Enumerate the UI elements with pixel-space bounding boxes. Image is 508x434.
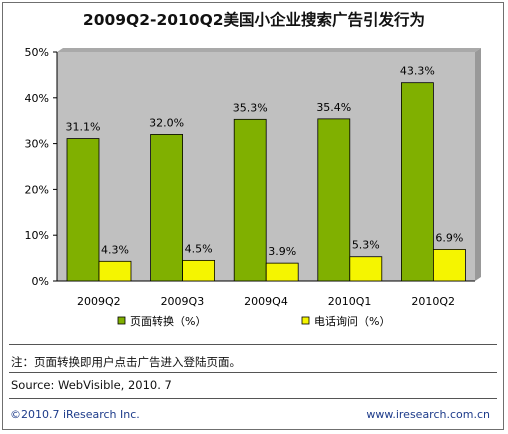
plot-side-edge <box>475 48 481 281</box>
y-tick-label: 40% <box>25 92 49 105</box>
bar-phone-inquiry <box>349 256 383 282</box>
data-label: 35.3% <box>233 101 268 114</box>
data-label: 4.3% <box>101 243 129 256</box>
data-label: 31.1% <box>66 121 101 134</box>
copyright: ©2010.7 iResearch Inc. <box>10 408 140 421</box>
bar-phone-inquiry <box>182 259 216 282</box>
divider-middle <box>9 372 497 373</box>
bar-phone-inquiry <box>432 248 466 282</box>
data-label: 5.3% <box>352 239 380 252</box>
footnote: 注：页面转换即用户点击广告进入登陆页面。 <box>11 355 241 369</box>
y-tick-label: 0% <box>32 275 49 288</box>
data-label: 6.9% <box>435 231 463 244</box>
legend-swatch <box>117 316 126 325</box>
data-label: 4.5% <box>185 242 213 255</box>
y-tick-label: 20% <box>25 183 49 196</box>
legend-label: 页面转换（%） <box>130 314 206 328</box>
data-label: 3.9% <box>268 245 296 258</box>
data-label: 35.4% <box>316 101 351 114</box>
bar-page-conversion <box>150 134 184 282</box>
x-tick-label: 2009Q4 <box>244 295 288 308</box>
x-tick-label: 2009Q2 <box>77 295 121 308</box>
data-label: 43.3% <box>400 65 435 78</box>
x-tick-label: 2009Q3 <box>161 295 205 308</box>
plot-top-edge <box>57 48 481 52</box>
bar-page-conversion <box>233 118 267 282</box>
x-tick-label: 2010Q2 <box>411 295 455 308</box>
data-label: 32.0% <box>149 116 184 129</box>
bar-page-conversion <box>66 138 100 282</box>
source-line: Source: WebVisible, 2010. 7 <box>11 378 172 392</box>
x-tick-label: 2010Q1 <box>328 295 372 308</box>
y-tick-label: 50% <box>25 46 49 59</box>
bar-page-conversion <box>317 118 351 282</box>
chart-title: 2009Q2-2010Q2美国小企业搜索广告引发行为 <box>82 11 426 29</box>
website-link[interactable]: www.iresearch.com.cn <box>366 408 490 421</box>
divider-bottom <box>9 398 497 399</box>
divider-top <box>9 344 497 345</box>
bar-page-conversion <box>400 82 434 282</box>
y-tick-label: 30% <box>25 138 49 151</box>
bar-phone-inquiry <box>98 260 132 282</box>
bar-phone-inquiry <box>265 262 299 282</box>
legend-swatch <box>301 316 310 325</box>
legend-label: 电话询问（%） <box>314 315 390 328</box>
y-tick-label: 10% <box>25 229 49 242</box>
